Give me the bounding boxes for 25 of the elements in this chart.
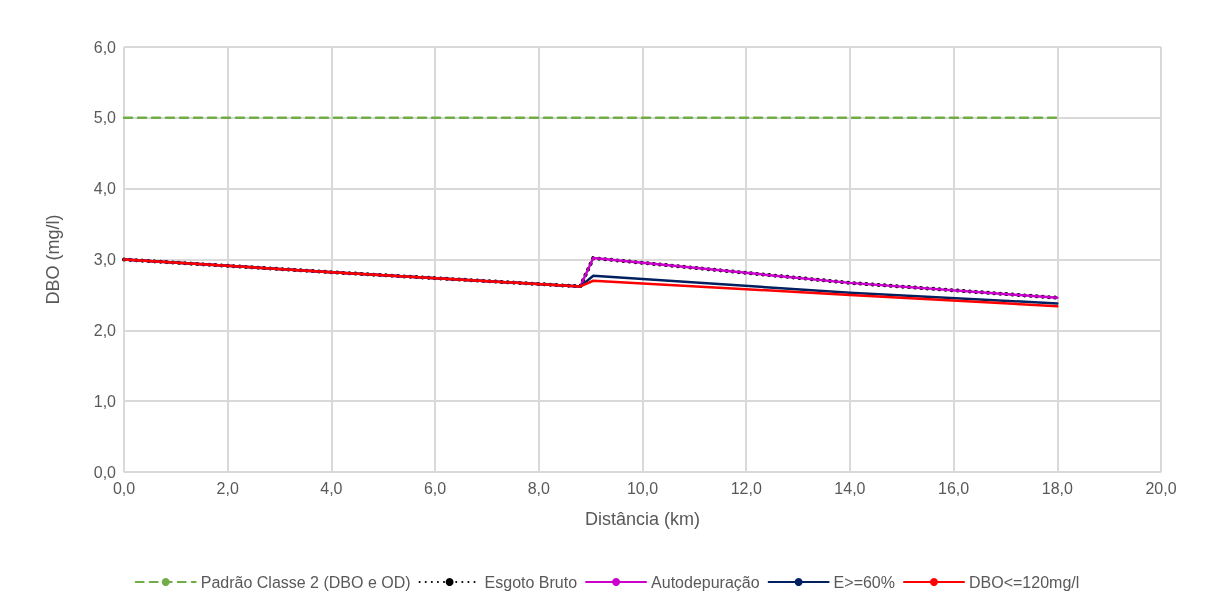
legend-label: Autodepuração <box>651 573 760 591</box>
y-axis-title: DBO (mg/l) <box>43 214 63 305</box>
x-tick-label: 16,0 <box>938 479 970 497</box>
legend-label: DBO<=120mg/l <box>968 573 1080 591</box>
x-tick-label: 18,0 <box>1041 479 1073 497</box>
legend-label: E>=60% <box>833 573 895 591</box>
y-tick-label: 5,0 <box>93 109 117 127</box>
legend-label: Esgoto Bruto <box>484 573 578 591</box>
y-tick-label: 1,0 <box>93 392 117 410</box>
y-tick-label: 6,0 <box>93 38 117 56</box>
y-tick-label: 2,0 <box>93 321 117 339</box>
x-tick-label: 20,0 <box>1145 479 1177 497</box>
y-tick-label: 4,0 <box>93 180 117 198</box>
x-tick-label: 10,0 <box>626 479 659 497</box>
legend-label: Padrão Classe 2 (DBO e OD) <box>200 573 411 591</box>
x-tick-label: 0,0 <box>112 479 136 497</box>
x-tick-label: 12,0 <box>730 479 762 497</box>
x-tick-label: 2,0 <box>216 479 239 497</box>
y-tick-label: 3,0 <box>93 251 117 268</box>
y-tick-label: 0,0 <box>93 463 117 481</box>
x-tick-label: 4,0 <box>320 479 343 497</box>
x-tick-label: 6,0 <box>423 479 447 497</box>
x-tick-label: 8,0 <box>527 479 551 497</box>
x-tick-label: 14,0 <box>834 479 866 497</box>
x-axis-title: Distância (km) <box>584 509 701 529</box>
